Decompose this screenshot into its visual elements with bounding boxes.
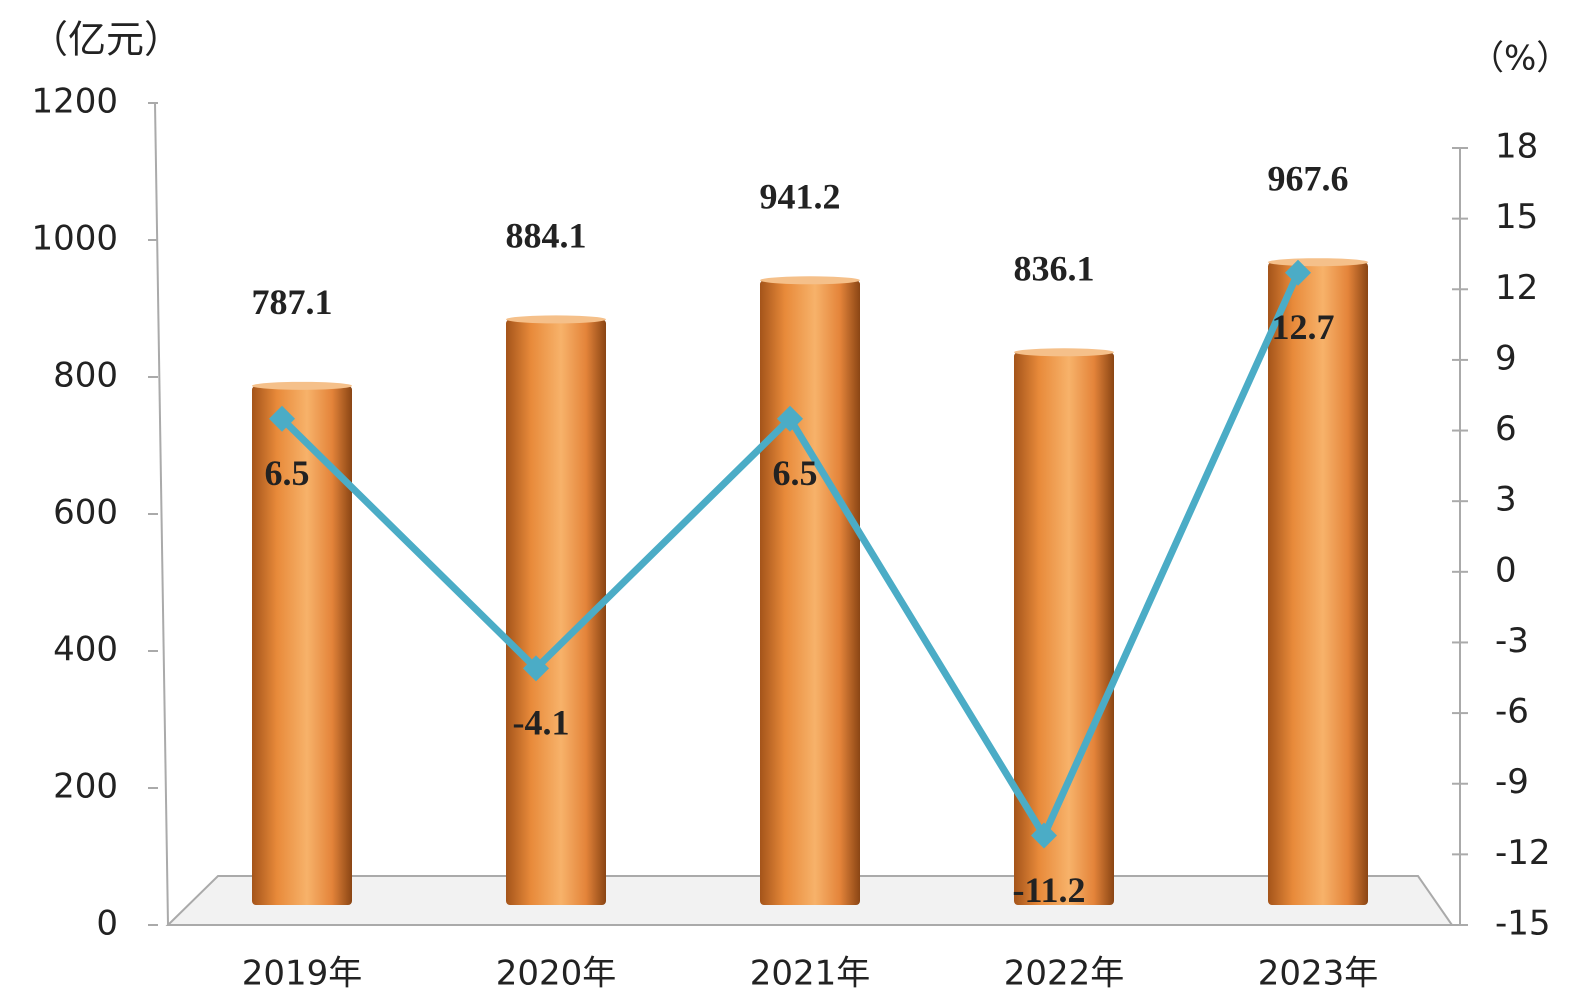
y-tick-label: 800 xyxy=(53,356,118,396)
y2-tick-label: 15 xyxy=(1495,197,1538,237)
x-tick-label: 2020年 xyxy=(496,954,617,994)
bar xyxy=(252,385,352,905)
y2-axis-unit: （%） xyxy=(1470,39,1570,79)
data-label: 884.1 xyxy=(506,216,587,256)
y-tick-label: 1200 xyxy=(31,82,118,122)
marker xyxy=(523,655,549,682)
x-tick-label: 2021年 xyxy=(750,954,871,994)
bar-top xyxy=(1014,348,1114,357)
data-label: 941.2 xyxy=(760,177,841,217)
bar-top xyxy=(252,381,352,390)
y2-tick-label: 6 xyxy=(1495,409,1517,449)
data-label: 836.1 xyxy=(1014,249,1095,289)
x-tick-label: 2019年 xyxy=(242,954,363,994)
y2-tick-label: -3 xyxy=(1495,621,1529,661)
y-tick-label: 600 xyxy=(53,493,118,533)
marker xyxy=(777,405,803,432)
y2-tick-label: 0 xyxy=(1495,550,1517,590)
marker xyxy=(1285,259,1311,286)
data-label: -4.1 xyxy=(513,703,570,743)
y-axis-unit: （亿元） xyxy=(30,18,182,62)
bar-top xyxy=(1268,258,1368,267)
y2-tick-label: -9 xyxy=(1495,762,1529,802)
y2-tick-label: -15 xyxy=(1495,904,1551,944)
y-tick-label: 0 xyxy=(96,904,118,944)
bar-top xyxy=(760,276,860,285)
y2-tick-label: 3 xyxy=(1495,480,1517,520)
x-tick-label: 2022年 xyxy=(1004,954,1125,994)
y-tick-label: 200 xyxy=(53,767,118,807)
y2-tick-label: 12 xyxy=(1495,268,1538,308)
bar xyxy=(1268,262,1368,906)
bar xyxy=(760,280,860,905)
y2-tick-label: 9 xyxy=(1495,338,1517,378)
bar xyxy=(506,319,606,906)
y2-tick-label: 18 xyxy=(1495,127,1538,167)
y-tick-label: 1000 xyxy=(31,219,118,259)
y2-tick-label: -12 xyxy=(1495,833,1551,873)
data-label: 967.6 xyxy=(1268,158,1349,198)
marker xyxy=(269,405,295,432)
data-label: -11.2 xyxy=(1012,870,1085,910)
y2-tick-label: -6 xyxy=(1495,692,1529,732)
x-tick-label: 2023年 xyxy=(1258,954,1379,994)
data-label: 787.1 xyxy=(252,282,333,322)
bar xyxy=(1014,352,1114,906)
marker xyxy=(1031,822,1057,849)
data-label: 12.7 xyxy=(1272,307,1335,347)
bar-top xyxy=(506,315,606,324)
data-label: 6.5 xyxy=(773,453,818,493)
data-label: 6.5 xyxy=(265,453,310,493)
y-tick-label: 400 xyxy=(53,630,118,670)
